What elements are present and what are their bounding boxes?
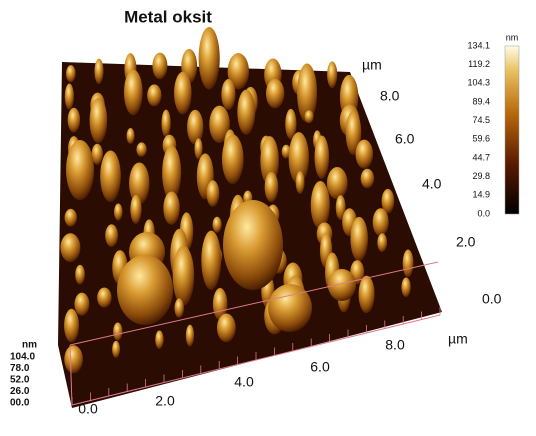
peak xyxy=(221,79,235,110)
peak xyxy=(75,265,85,285)
peak xyxy=(174,72,192,115)
colorbar-label: 29.8 xyxy=(472,171,490,181)
afm-figure: Metal oksit nm 134.1 119.2 104.3 89.4 74.5 59… xyxy=(0,0,536,431)
y-tick-label: 8.0 xyxy=(380,88,400,104)
colorbar: nm 134.1 119.2 104.3 89.4 74.5 59.6 44.7 29.8 14… xyxy=(467,32,519,218)
y-unit: µm xyxy=(362,57,382,73)
peak xyxy=(222,134,244,183)
peak xyxy=(327,61,337,88)
colorbar-label: 0.0 xyxy=(477,208,490,218)
z-axis: nm 104.078.052.026.000.0 xyxy=(10,340,37,409)
y-tick-label: 6.0 xyxy=(395,131,415,147)
z-tick-label: 104.0 xyxy=(10,352,35,363)
peak xyxy=(213,217,222,233)
x-tick-label: 4.0 xyxy=(234,374,254,390)
x-tick-label: 2.0 xyxy=(155,393,175,409)
peak xyxy=(66,65,76,82)
colorbar-label: 59.6 xyxy=(472,134,490,144)
peak xyxy=(237,90,255,135)
peak xyxy=(217,314,236,343)
peak xyxy=(105,224,118,247)
x-tick-label: 0.0 xyxy=(78,401,98,417)
colorbar-label: 14.9 xyxy=(472,190,490,200)
z-tick-label: 78.0 xyxy=(10,363,30,374)
peak xyxy=(65,209,77,227)
peak xyxy=(130,195,141,224)
colorbar-label: 89.4 xyxy=(472,96,490,106)
peak xyxy=(100,150,121,201)
peak xyxy=(356,140,373,169)
colorbar-label: 104.3 xyxy=(467,78,490,88)
peak xyxy=(152,53,167,80)
y-tick-label: 2.0 xyxy=(456,234,476,250)
colorbar-label: 44.7 xyxy=(472,152,490,162)
y-tick-label: 0.0 xyxy=(482,291,502,307)
peak xyxy=(65,83,74,109)
x-unit: µm xyxy=(448,331,468,347)
peak xyxy=(68,108,81,133)
peak xyxy=(97,287,111,307)
peak xyxy=(147,84,161,106)
peak xyxy=(304,110,313,123)
peak xyxy=(90,98,108,143)
peak xyxy=(201,231,221,290)
x-tick-label: 6.0 xyxy=(310,359,330,375)
large-peak xyxy=(328,269,356,301)
peak xyxy=(74,293,89,316)
peak xyxy=(155,331,163,349)
peak xyxy=(350,217,368,261)
peak xyxy=(401,278,410,298)
peak xyxy=(60,233,80,262)
peak xyxy=(113,323,122,341)
peak xyxy=(403,250,414,278)
large-peak xyxy=(66,140,94,200)
large-peak xyxy=(268,284,312,332)
colorbar-label: 74.5 xyxy=(472,115,490,125)
y-tick-label: 4.0 xyxy=(422,176,442,192)
peak xyxy=(296,171,305,194)
peak xyxy=(136,142,146,156)
peak xyxy=(315,135,330,178)
peak xyxy=(327,167,348,199)
peak xyxy=(187,110,203,145)
peak xyxy=(64,309,79,343)
peak xyxy=(265,172,279,202)
peak xyxy=(173,246,194,306)
peak xyxy=(361,169,374,189)
peak xyxy=(94,59,103,85)
colorbar-unit: nm xyxy=(506,32,519,42)
peak xyxy=(199,27,220,89)
peak xyxy=(359,276,375,314)
peak xyxy=(161,110,170,138)
z-tick-label: 00.0 xyxy=(10,398,30,409)
peak xyxy=(163,191,179,224)
z-unit: nm xyxy=(22,340,37,351)
colorbar-scale xyxy=(505,46,519,214)
peak xyxy=(112,341,120,358)
z-tick-label: 52.0 xyxy=(10,375,30,386)
peak xyxy=(377,233,387,252)
colorbar-label: 134.1 xyxy=(467,40,490,50)
large-peak xyxy=(117,255,173,325)
peak xyxy=(127,128,135,144)
peak xyxy=(266,79,284,109)
peak xyxy=(124,70,143,116)
peak xyxy=(186,325,194,347)
colorbar-label: 119.2 xyxy=(468,59,490,69)
peak xyxy=(311,181,330,229)
peak xyxy=(206,180,219,207)
peak xyxy=(64,345,83,373)
peak xyxy=(175,298,184,317)
x-tick-label: 8.0 xyxy=(385,337,405,353)
peak xyxy=(114,204,122,221)
peak xyxy=(373,208,389,236)
z-tick-label: 26.0 xyxy=(10,386,30,397)
large-peak xyxy=(223,200,283,290)
title: Metal oksit xyxy=(124,7,212,26)
